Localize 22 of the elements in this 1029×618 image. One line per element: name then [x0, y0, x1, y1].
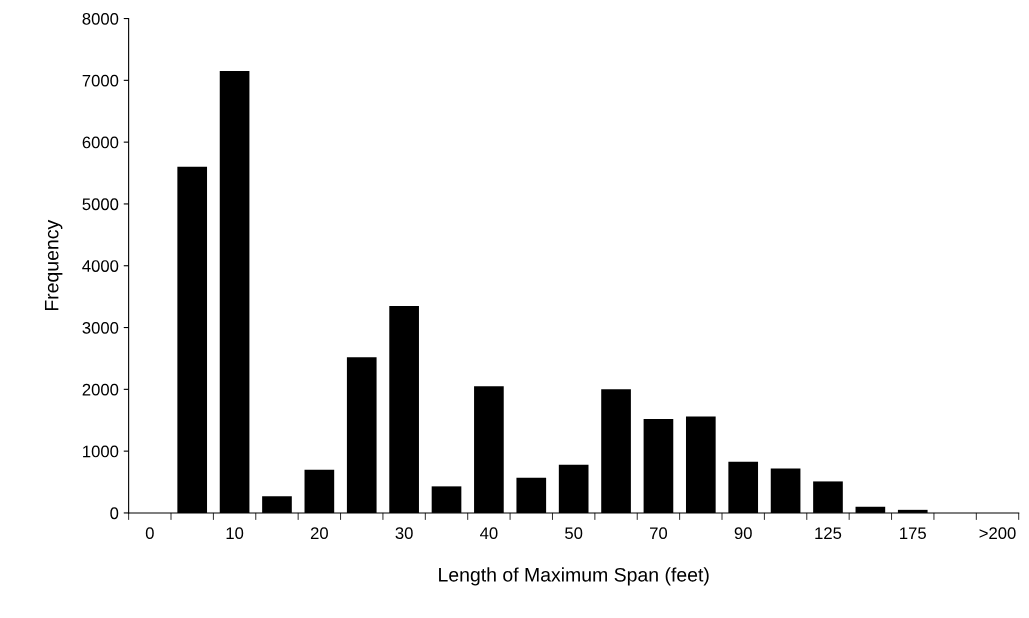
- y-tick-label: 3000: [82, 321, 119, 334]
- y-tick-label: 8000: [82, 12, 119, 25]
- x-tick-label: 175: [900, 527, 926, 540]
- x-tick-label: 10: [226, 527, 244, 540]
- x-tick-label: 0: [145, 527, 154, 540]
- x-tick-label: 90: [734, 527, 752, 540]
- x-tick-label: 30: [395, 527, 413, 540]
- y-tick-label: 6000: [82, 136, 119, 149]
- y-tick-label: 4000: [82, 260, 119, 272]
- x-tick-label: 125: [815, 527, 842, 540]
- y-tick-label: 0: [110, 507, 119, 520]
- x-axis-title: Length of Maximum Span (feet): [439, 567, 709, 586]
- x-tick-label: 50: [565, 527, 583, 540]
- x-tick-label: 20: [310, 527, 328, 540]
- y-tick-label: 5000: [82, 198, 119, 211]
- y-tick-label: 1000: [83, 445, 119, 458]
- y-axis-title: Frequency: [44, 219, 63, 311]
- x-tick-label: 40: [480, 527, 498, 540]
- x-tick-label: >200: [979, 527, 1016, 540]
- x-tick-label: 70: [650, 527, 668, 540]
- y-tick-label: 2000: [82, 383, 119, 396]
- y-tick-label: 7000: [82, 74, 119, 87]
